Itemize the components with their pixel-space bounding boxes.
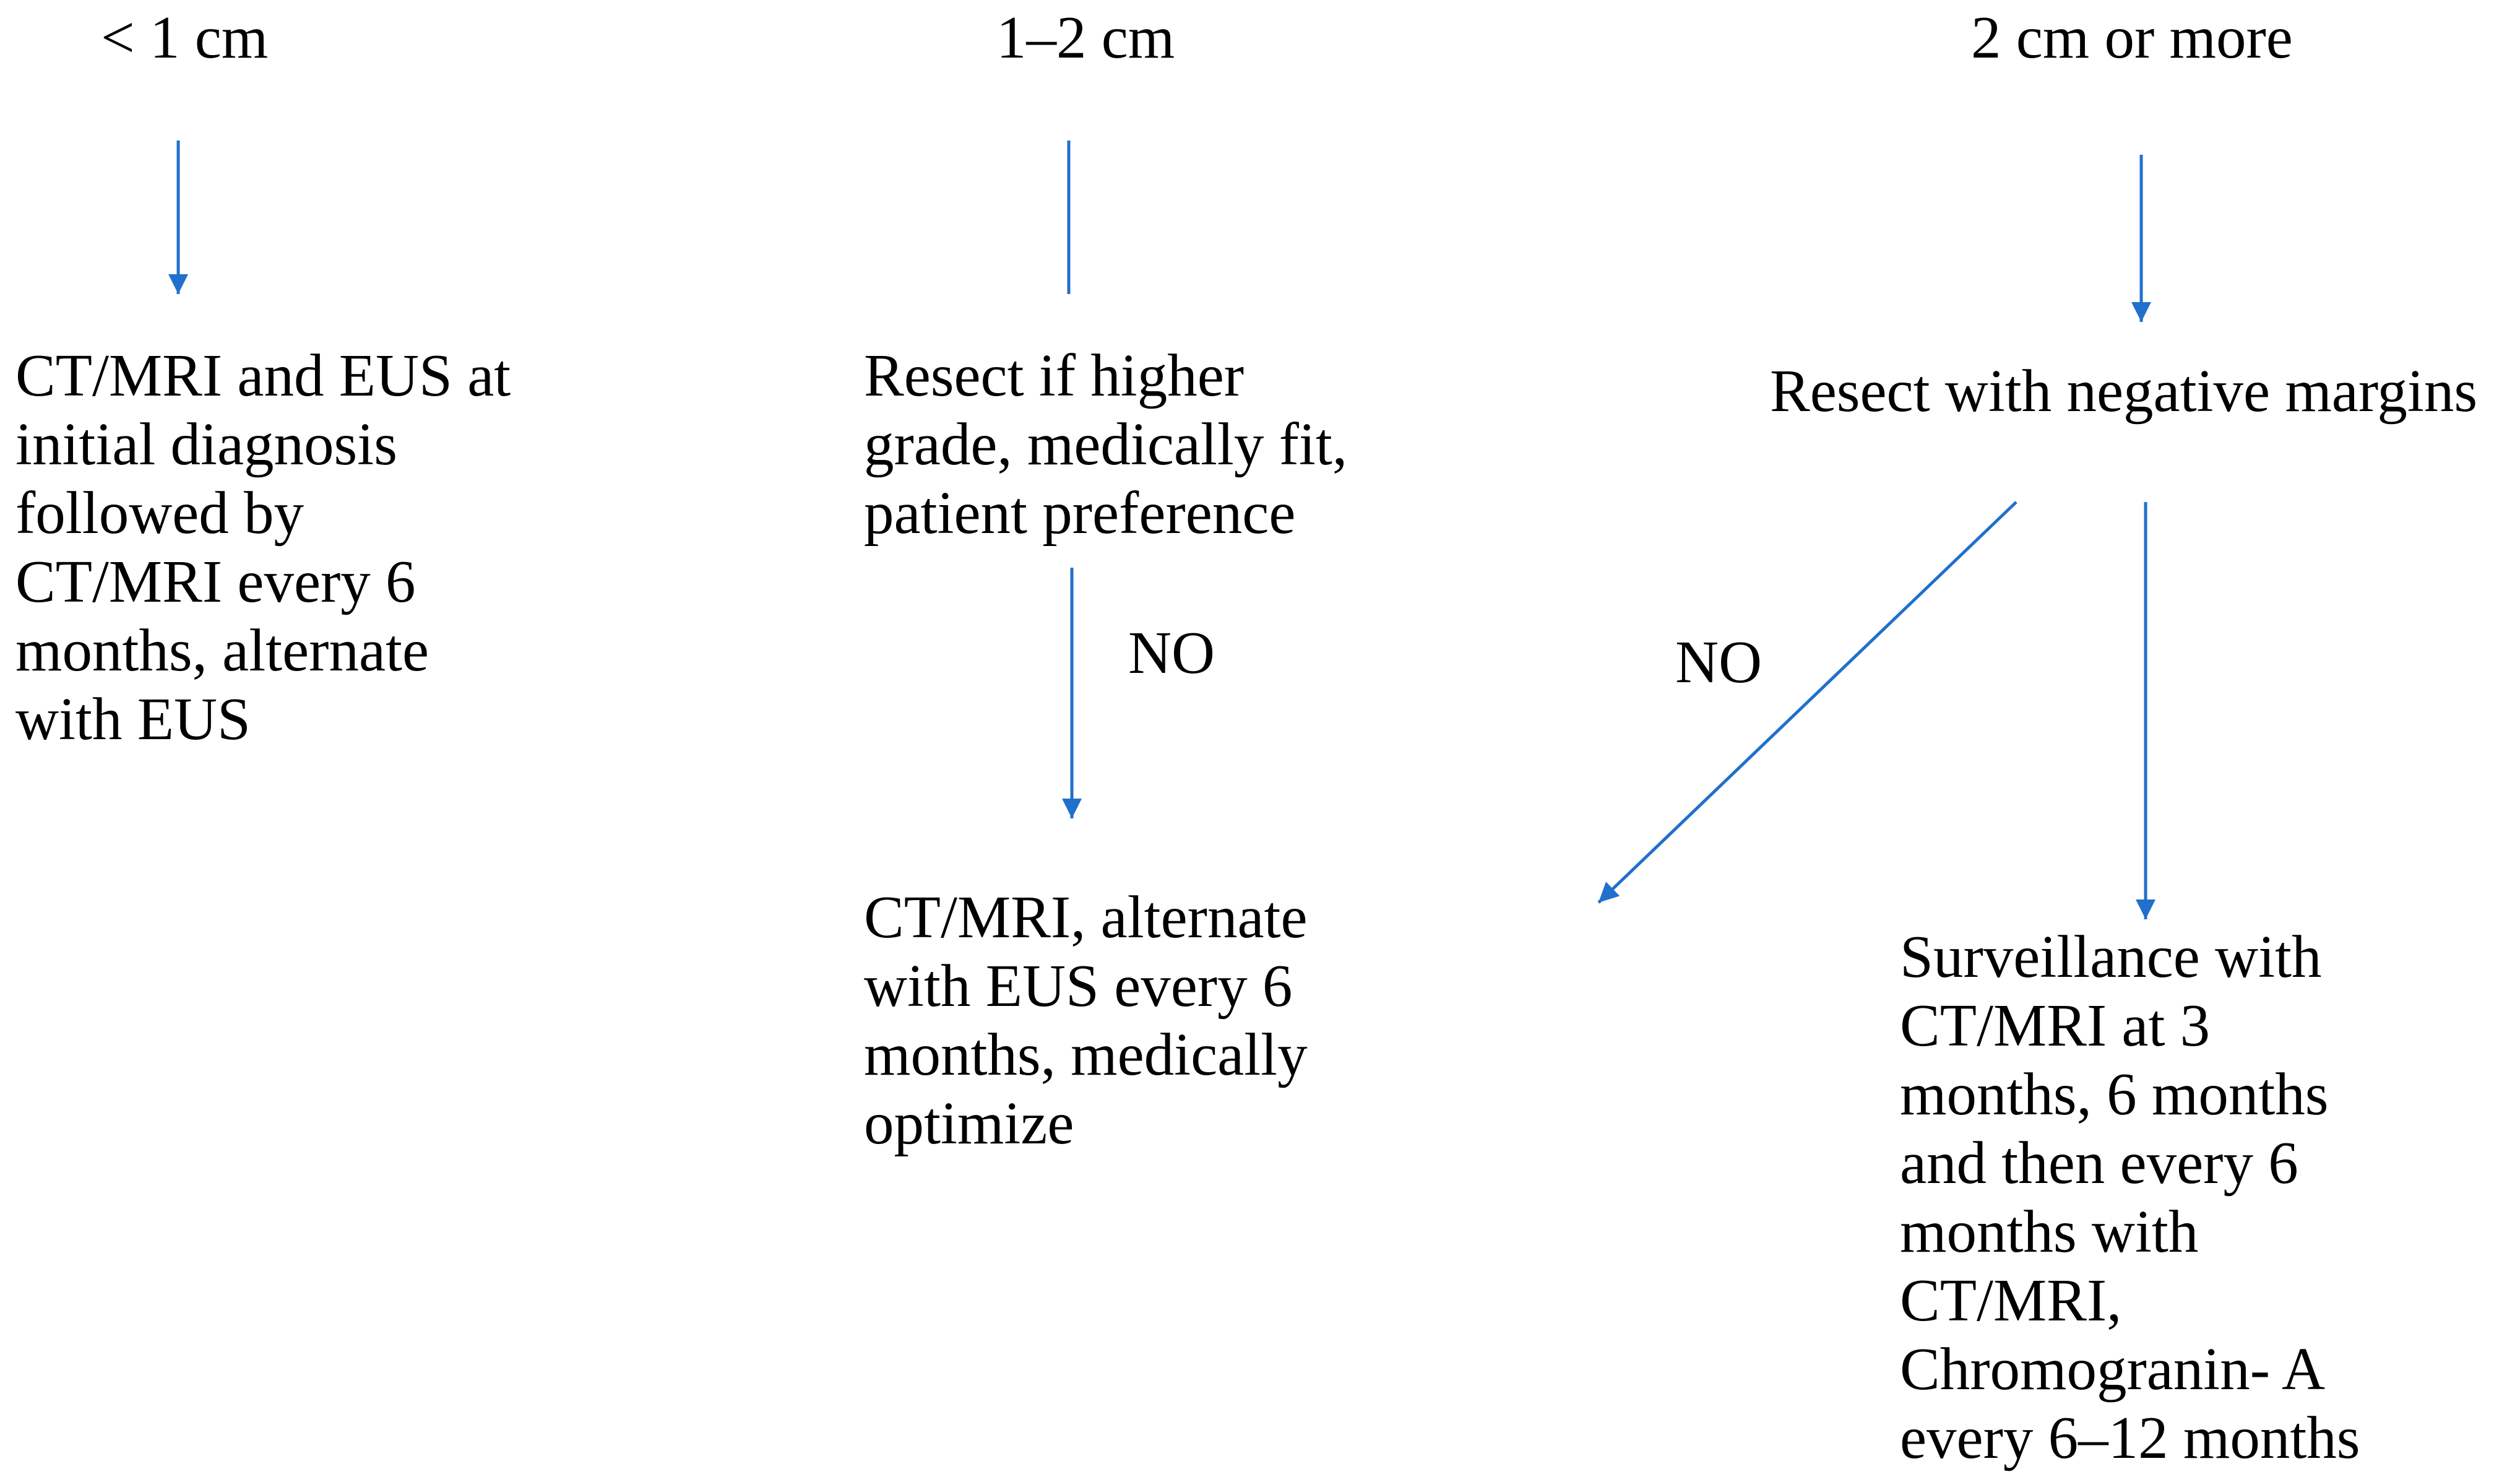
decision-1-2cm: Resect if higher grade, medically fit, p… <box>864 342 1348 546</box>
recommendation-1-2cm: CT/MRI, alternate with EUS every 6 month… <box>864 884 1308 1156</box>
recommendation-lt-1cm: CT/MRI and EUS at initial diagnosis foll… <box>15 342 511 752</box>
arrow-diagonal-no-right-icon <box>1597 501 2017 904</box>
branch-label-no-right: NO <box>1675 629 1763 695</box>
decision-2cm-or-more: Resect with negative margins <box>1770 358 2478 424</box>
size-header-2cm-or-more: 2 cm or more <box>1971 4 2293 71</box>
size-header-lt-1cm: < 1 cm <box>101 4 269 71</box>
recommendation-2cm-or-more: Surveillance with CT/MRI at 3 months, 6 … <box>1900 924 2360 1471</box>
branch-label-no-middle: NO <box>1128 620 1215 686</box>
size-header-1-2cm: 1–2 cm <box>996 4 1175 71</box>
